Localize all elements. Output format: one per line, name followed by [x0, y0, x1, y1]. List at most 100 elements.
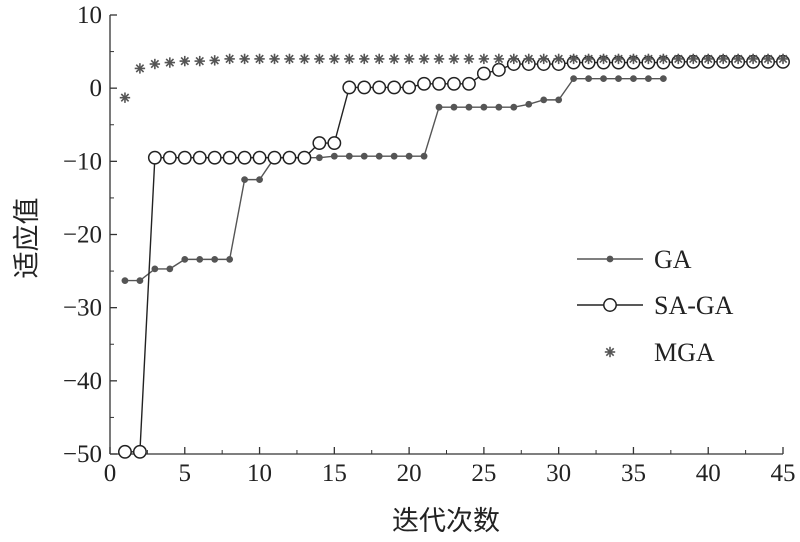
y-tick-label: −50 [63, 441, 102, 468]
series-layer [118, 53, 790, 459]
data-point-ga [495, 103, 503, 111]
data-point-mga [254, 53, 265, 65]
x-tick-label: 25 [471, 460, 496, 487]
data-point-mga [583, 53, 594, 65]
axes [109, 15, 783, 455]
data-point-mga [568, 53, 579, 65]
data-point-sa-ga [177, 150, 192, 165]
legend: GA SA-GA MGA [577, 245, 734, 367]
data-point-sa-ga [402, 80, 417, 95]
data-point-mga [628, 53, 639, 65]
data-point-ga [181, 255, 189, 263]
data-point-sa-ga [132, 444, 147, 459]
data-point-sa-ga [267, 150, 282, 165]
data-point-mga [508, 53, 519, 65]
data-point-sa-ga [327, 136, 342, 150]
data-point-ga [136, 277, 144, 284]
data-point-ga [570, 75, 578, 83]
data-point-ga [315, 154, 323, 162]
data-point-mga [717, 53, 729, 65]
data-point-sa-ga [192, 150, 207, 165]
x-tick-label: 40 [696, 460, 721, 487]
data-point-mga [673, 53, 684, 65]
data-point-ga [390, 152, 398, 160]
x-tick-label: 5 [179, 460, 192, 487]
legend-label: MGA [654, 338, 715, 367]
data-point-ga [241, 176, 249, 184]
data-point-mga [538, 53, 549, 65]
y-axis-title: 适应值 [12, 198, 43, 279]
data-point-mga [134, 63, 146, 74]
data-point-sa-ga [417, 76, 432, 91]
data-point-mga [643, 53, 654, 65]
data-point-mga [658, 53, 669, 65]
legend-marker [606, 255, 614, 263]
data-point-mga [299, 53, 310, 65]
data-point-mga [164, 57, 176, 68]
y-tick-label: −30 [63, 295, 102, 322]
data-point-ga [540, 96, 548, 104]
data-point-sa-ga [342, 80, 357, 95]
data-point-sa-ga [387, 80, 402, 95]
data-point-ga [196, 255, 204, 263]
legend-item-ga: GA [577, 245, 692, 274]
data-point-mga [284, 53, 295, 65]
data-point-mga [732, 53, 744, 65]
data-point-ga [630, 75, 637, 83]
data-point-mga [493, 53, 505, 65]
x-tick-label: 0 [104, 460, 117, 487]
data-point-mga [418, 53, 430, 65]
data-point-mga [344, 53, 355, 65]
x-axis-title: 迭代次数 [392, 506, 500, 537]
data-point-ga [151, 265, 159, 273]
data-point-sa-ga [461, 76, 476, 91]
data-point-mga [762, 53, 774, 65]
data-point-sa-ga [297, 150, 312, 165]
data-point-sa-ga [222, 150, 237, 165]
data-point-ga [659, 75, 667, 83]
series-mga [119, 53, 789, 103]
x-tick-label: 15 [322, 460, 347, 487]
y-tick-label: 0 [90, 75, 103, 102]
data-point-ga [450, 103, 458, 111]
y-tick-label: −10 [63, 148, 102, 175]
data-point-mga [523, 53, 534, 65]
x-tick-label: 30 [546, 460, 571, 487]
data-point-mga [239, 53, 250, 65]
data-point-ga [480, 103, 488, 111]
data-point-ga [345, 152, 353, 160]
data-point-ga [435, 103, 443, 111]
data-point-mga [553, 53, 564, 65]
legend-label: GA [654, 245, 692, 274]
data-point-ga [465, 103, 473, 111]
data-point-sa-ga [118, 444, 132, 459]
data-point-ga [405, 152, 413, 160]
data-point-mga [119, 92, 131, 103]
x-tick-label: 45 [771, 460, 796, 487]
x-tick-label: 35 [621, 460, 646, 487]
data-point-ga [420, 152, 428, 160]
data-point-ga [600, 75, 607, 83]
data-point-ga [375, 152, 383, 160]
data-point-mga [209, 55, 220, 66]
data-point-mga [314, 53, 325, 65]
x-ticks: 0 5 10 15 20 25 30 35 40 45 [104, 447, 796, 487]
data-point-ga [121, 277, 129, 284]
data-point-mga [374, 53, 385, 65]
data-point-mga [598, 53, 609, 65]
data-point-sa-ga [162, 150, 177, 165]
data-point-ga [585, 75, 592, 83]
series-line-ga [124, 77, 664, 282]
y-tick-label: −20 [63, 222, 102, 249]
y-ticks: −50 −40 −30 −20 −10 0 10 [63, 2, 117, 468]
legend-marker [604, 346, 616, 358]
data-point-mga [329, 53, 340, 65]
data-point-ga [211, 255, 219, 263]
data-point-mga [688, 53, 699, 65]
data-point-mga [703, 53, 714, 65]
data-point-mga [777, 53, 789, 65]
data-point-sa-ga [491, 62, 506, 77]
legend-marker [603, 298, 617, 312]
data-point-ga [226, 255, 234, 263]
